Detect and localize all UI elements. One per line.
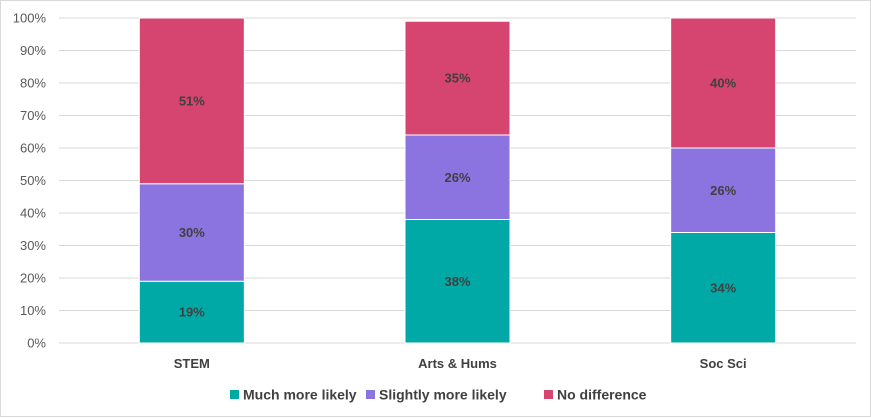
data-label: 26% [710,183,736,198]
y-axis-ticks: 0% 10% 20% 30% 40% 50% 60% 70% 80% 90% 100% [13,11,47,351]
bar-segment [404,134,511,220]
bar-segment [670,17,777,149]
legend-label: Much more likely [243,387,357,403]
x-axis-categories: STEM Arts & Hums Soc Sci [174,356,747,371]
bar-segment [670,147,777,233]
y-tick-label: 70% [20,108,46,123]
data-label: 35% [444,71,470,86]
data-label: 19% [179,305,205,320]
legend-label: No difference [557,387,647,403]
legend: Much more likely Slightly more likely No d… [230,387,647,403]
data-label: 40% [710,76,736,91]
data-labels: 19% 30% 51% 38% 26% 35% 34% 26% 40% [179,71,737,320]
y-tick-label: 30% [20,238,46,253]
bar-segment [138,280,245,344]
x-category-label: STEM [174,356,210,371]
data-label: 26% [444,170,470,185]
y-tick-label: 100% [13,11,47,26]
data-label: 51% [179,93,205,108]
y-tick-label: 10% [20,303,46,318]
legend-label: Slightly more likely [379,387,507,403]
legend-swatch [230,390,239,399]
legend-swatch [366,390,375,399]
y-tick-label: 20% [20,271,46,286]
y-tick-label: 50% [20,173,46,188]
y-tick-label: 40% [20,206,46,221]
bar-segment [138,183,245,282]
y-tick-label: 0% [27,336,46,351]
legend-swatch [544,390,553,399]
x-category-label: Soc Sci [700,356,747,371]
y-tick-label: 80% [20,76,46,91]
y-tick-label: 60% [20,141,46,156]
bar-segment [670,232,777,344]
x-category-label: Arts & Hums [418,356,497,371]
data-label: 34% [710,280,736,295]
bar-segment [138,17,245,185]
bar-segment [404,20,511,136]
data-label: 30% [179,225,205,240]
y-tick-label: 90% [20,43,46,58]
bars [138,17,777,344]
data-label: 38% [444,274,470,289]
